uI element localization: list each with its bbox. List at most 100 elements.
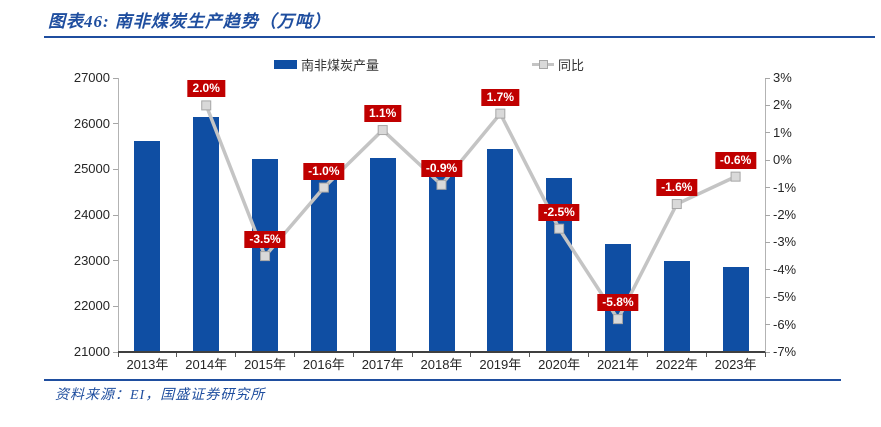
bar-2013年 bbox=[134, 140, 161, 352]
y-right-tick bbox=[765, 241, 770, 243]
y-right-tick bbox=[765, 324, 770, 326]
legend-square-marker bbox=[539, 60, 548, 69]
y-right-tick bbox=[765, 351, 770, 353]
yoy-data-label: -1.0% bbox=[303, 162, 345, 180]
bar-2016年 bbox=[310, 170, 337, 352]
x-axis-tick bbox=[529, 352, 531, 357]
y-tick-label-right: -4% bbox=[773, 261, 797, 277]
x-tick-label: 2021年 bbox=[596, 357, 639, 372]
y-right-tick bbox=[765, 132, 770, 134]
yoy-marker bbox=[730, 171, 741, 182]
yoy-data-label: 1.1% bbox=[363, 105, 402, 123]
y-right-tick bbox=[765, 214, 770, 216]
y-tick-label-right: -5% bbox=[773, 289, 797, 305]
chart-plot-area: 27000 26000 25000 24000 23000 22000 21000 3% 2% 1… bbox=[74, 70, 796, 372]
x-tick-label: 2015年 bbox=[244, 357, 286, 372]
y-left-tick bbox=[113, 260, 118, 262]
y-right-tick bbox=[765, 104, 770, 106]
y-right-tick bbox=[765, 296, 770, 298]
y-tick-label-right: -6% bbox=[773, 316, 797, 332]
y-tick-label-right: 1% bbox=[773, 124, 792, 140]
yoy-data-label: -0.9% bbox=[420, 159, 463, 177]
yoy-data-label: 1.7% bbox=[481, 88, 519, 106]
bar-2022年 bbox=[663, 260, 690, 352]
y-left-tick bbox=[113, 123, 118, 125]
bar-2014年 bbox=[193, 116, 220, 352]
x-tick-label: 2018年 bbox=[420, 357, 463, 372]
y-tick-label-left: 22000 bbox=[73, 298, 110, 314]
yoy-marker bbox=[201, 100, 212, 111]
yoy-line bbox=[204, 104, 737, 323]
y-tick-label-left: 23000 bbox=[73, 252, 110, 268]
yoy-data-label: -0.6% bbox=[714, 151, 757, 169]
y-tick-label-right: -7% bbox=[773, 344, 797, 359]
y-tick-label-left: 24000 bbox=[73, 207, 110, 222]
y-right-tick bbox=[765, 269, 770, 271]
legend-item-yoy: 同比 bbox=[532, 55, 584, 74]
x-axis-tick bbox=[235, 352, 237, 357]
yoy-marker bbox=[495, 108, 506, 119]
y-right-tick bbox=[765, 187, 770, 189]
x-tick-label: 2017年 bbox=[361, 357, 404, 372]
bar-2018年 bbox=[428, 168, 455, 352]
yoy-marker bbox=[436, 179, 447, 190]
y-tick-label-right: -3% bbox=[773, 234, 797, 250]
x-tick-label: 2014年 bbox=[185, 357, 228, 372]
yoy-marker bbox=[671, 199, 682, 210]
x-axis-tick bbox=[705, 352, 707, 357]
yoy-data-label: -2.5% bbox=[538, 203, 580, 221]
y-left-tick bbox=[113, 77, 118, 79]
legend-label-yoy: 同比 bbox=[558, 58, 585, 73]
yoy-data-label: -1.6% bbox=[656, 179, 698, 197]
legend-label-production: 南非煤炭产量 bbox=[301, 58, 380, 73]
y-tick-label-right: 0% bbox=[773, 152, 792, 168]
yoy-line-chart bbox=[201, 100, 741, 325]
yoy-data-label: 2.0% bbox=[187, 80, 225, 98]
yoy-marker bbox=[612, 314, 623, 325]
legend-item-production: 南非煤炭产量 bbox=[274, 55, 379, 74]
yoy-marker bbox=[260, 251, 271, 262]
title-divider bbox=[44, 36, 875, 38]
x-axis-tick bbox=[646, 352, 648, 357]
x-tick-label: 2016年 bbox=[302, 357, 345, 372]
y-tick-label-right: 2% bbox=[773, 97, 792, 113]
x-axis-tick bbox=[588, 352, 590, 357]
source-note: 资料来源：EI，国盛证券研究所 bbox=[55, 388, 266, 403]
bar-2019年 bbox=[487, 149, 514, 352]
yoy-data-label: -5.8% bbox=[597, 294, 639, 312]
yoy-marker bbox=[377, 125, 388, 136]
yoy-data-label: -3.5% bbox=[244, 231, 286, 249]
y-tick-label-right: 3% bbox=[773, 70, 792, 85]
y-axis-left-line bbox=[118, 78, 119, 352]
x-axis-tick bbox=[470, 352, 472, 357]
y-right-tick bbox=[765, 77, 770, 79]
y-tick-label-left: 27000 bbox=[73, 70, 110, 85]
x-axis-tick bbox=[293, 352, 295, 357]
x-tick-label: 2023年 bbox=[714, 357, 757, 372]
y-tick-label-left: 26000 bbox=[73, 115, 110, 131]
y-tick-label-left: 25000 bbox=[73, 161, 110, 177]
x-tick-label: 2013年 bbox=[126, 357, 169, 372]
x-axis-tick bbox=[176, 352, 178, 357]
x-axis-tick bbox=[117, 352, 119, 357]
line-marker-icon bbox=[532, 60, 554, 69]
yoy-marker bbox=[554, 223, 565, 234]
y-left-tick bbox=[113, 351, 118, 353]
x-axis-tick bbox=[352, 352, 354, 357]
page-title: 图表46: 南非煤炭生产趋势（万吨） bbox=[48, 12, 331, 31]
bar-2017年 bbox=[369, 158, 396, 352]
y-left-tick bbox=[113, 214, 118, 216]
y-tick-label-right: -1% bbox=[773, 179, 797, 195]
y-left-tick bbox=[113, 305, 118, 307]
y-right-tick bbox=[765, 159, 770, 161]
x-tick-label: 2019年 bbox=[479, 357, 522, 372]
yoy-marker bbox=[318, 182, 329, 193]
bar-2023年 bbox=[722, 267, 749, 352]
x-axis-tick bbox=[411, 352, 413, 357]
bar-swatch-icon bbox=[274, 60, 297, 69]
x-axis-tick bbox=[764, 352, 766, 357]
x-axis-line bbox=[118, 351, 765, 353]
x-tick-label: 2022年 bbox=[655, 357, 698, 372]
footer-divider bbox=[44, 379, 841, 381]
